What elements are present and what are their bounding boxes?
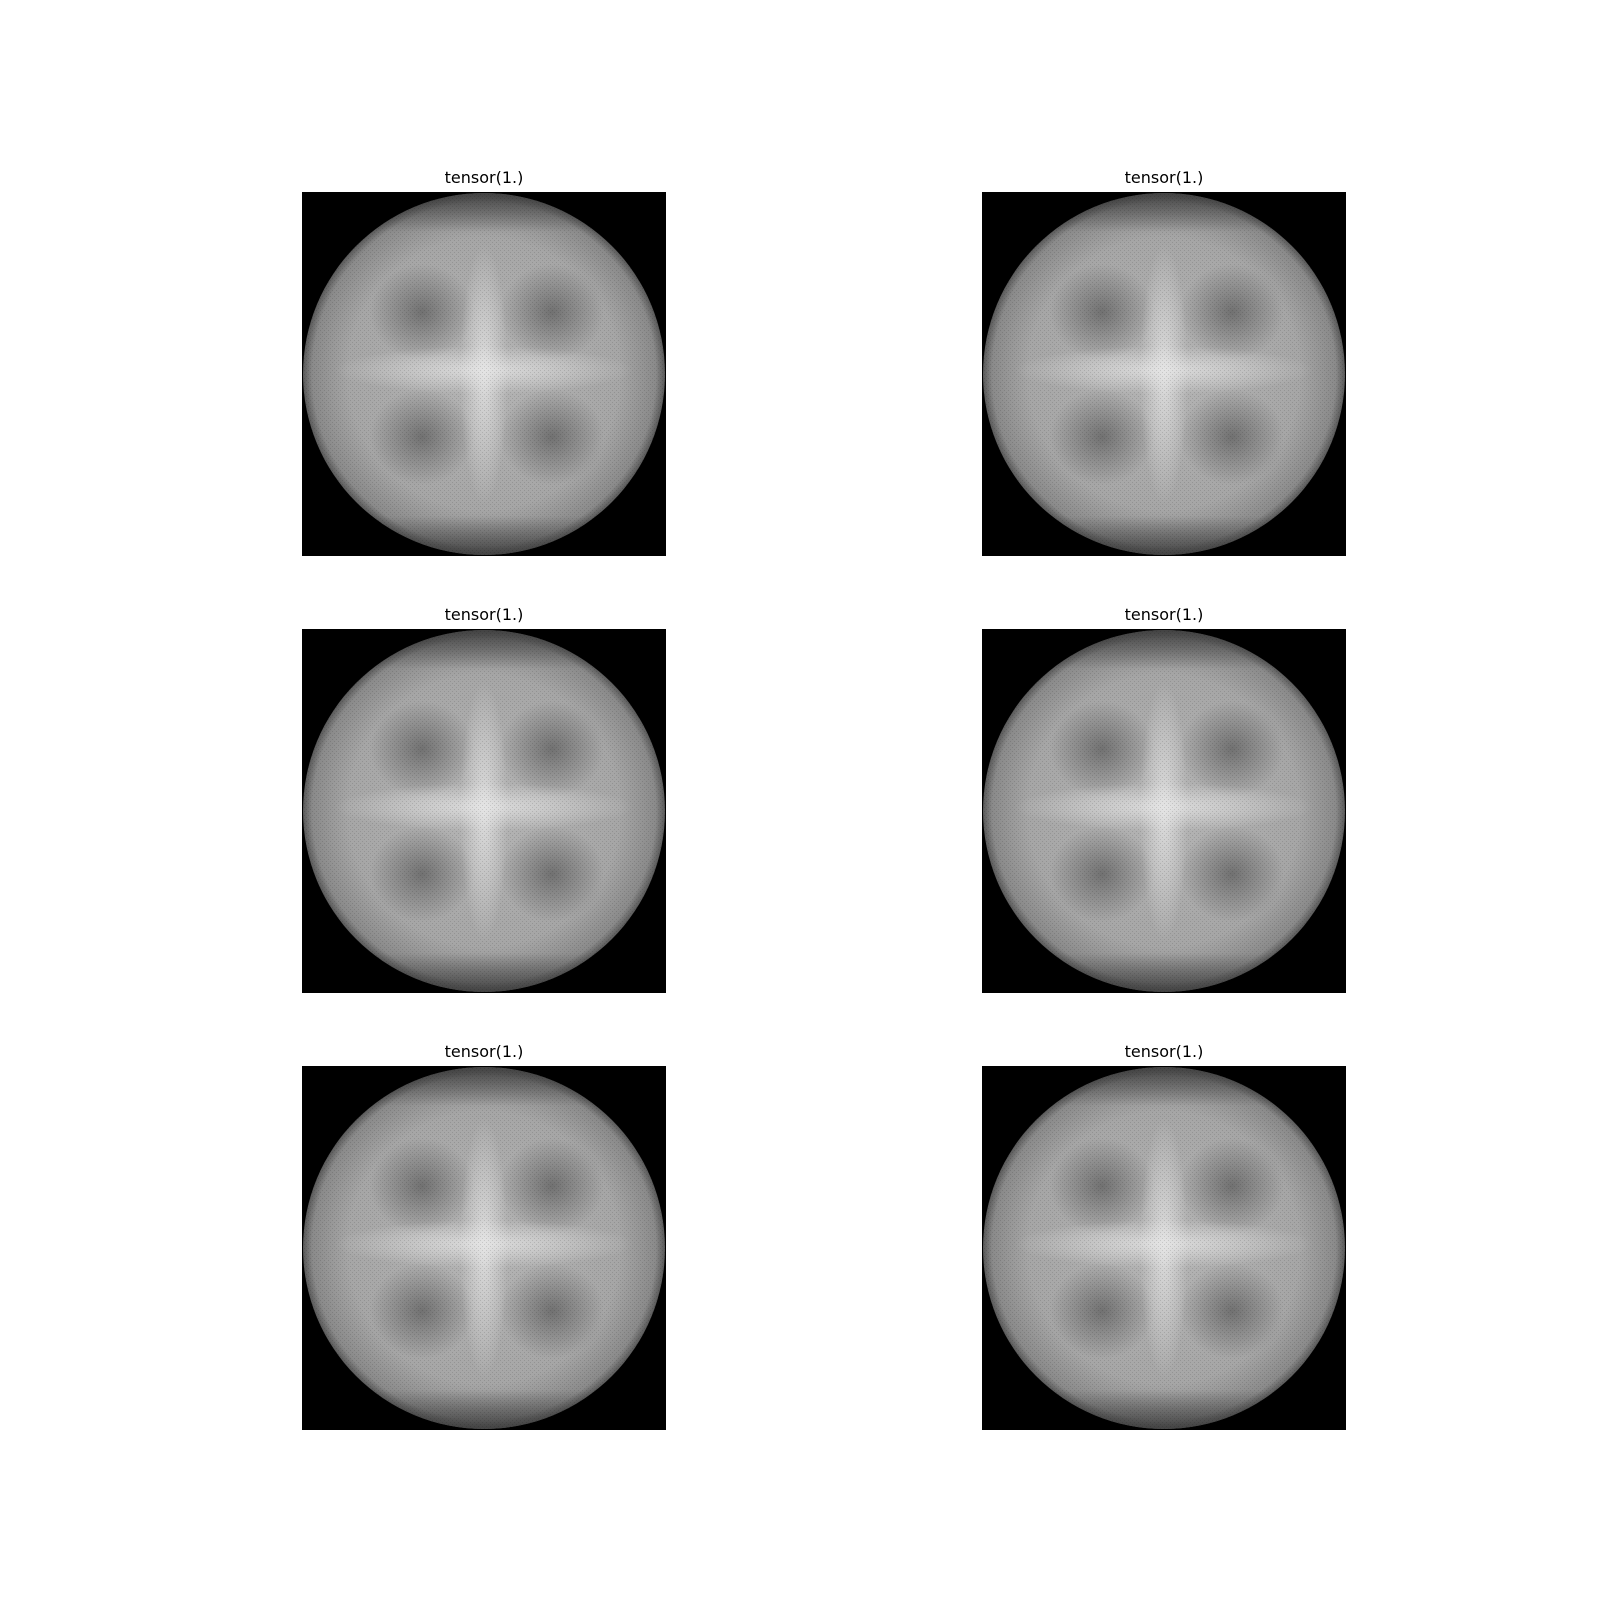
panel-title: tensor(1.) <box>444 605 524 624</box>
image-panel: tensor(1.) <box>982 1042 1346 1430</box>
panel-title: tensor(1.) <box>444 168 524 187</box>
panel-title: tensor(1.) <box>1124 605 1204 624</box>
panel-title: tensor(1.) <box>1124 168 1204 187</box>
panel-title: tensor(1.) <box>1124 1042 1204 1061</box>
panel-title: tensor(1.) <box>444 1042 524 1061</box>
image-panel: tensor(1.) <box>982 605 1346 993</box>
grayscale-disk-image <box>982 192 1346 556</box>
grayscale-disk-image <box>302 629 666 993</box>
grayscale-disk-image <box>982 629 1346 993</box>
image-panel: tensor(1.) <box>302 1042 666 1430</box>
image-panel: tensor(1.) <box>982 168 1346 556</box>
grayscale-disk-image <box>982 1066 1346 1430</box>
grayscale-disk-image <box>302 1066 666 1430</box>
image-panel: tensor(1.) <box>302 605 666 993</box>
grayscale-disk-image <box>302 192 666 556</box>
image-panel: tensor(1.) <box>302 168 666 556</box>
